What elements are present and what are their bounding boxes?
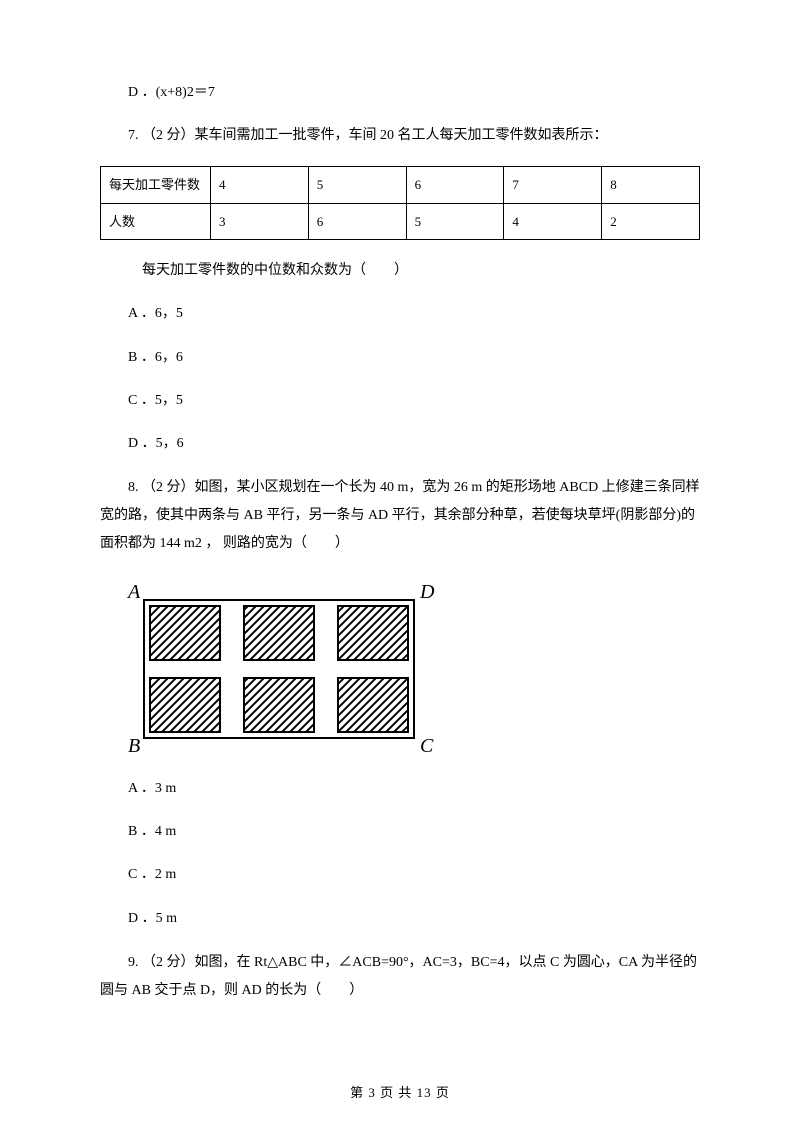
figure-label-d: D [419,581,435,603]
table-cell: 6 [406,167,504,203]
page-footer: 第 3 页 共 13 页 [0,1081,800,1104]
option-a: A ．3 m [100,776,700,801]
option-c: C ．5，5 [100,388,700,413]
option-c: C ．2 m [100,862,700,887]
option-b: B ．6，6 [100,345,700,370]
table-cell: 4 [504,203,602,239]
table-cell: 3 [211,203,309,239]
table-cell: 7 [504,167,602,203]
question-8: 8. （2 分）如图，某小区规划在一个长为 40 m，宽为 26 m 的矩形场地… [100,474,700,558]
table-row: 每天加工零件数 4 5 6 7 8 [101,167,700,203]
question-7: 7. （2 分）某车间需加工一批零件，车间 20 名工人每天加工零件数如表所示： [100,123,700,148]
question-7-tail: 每天加工零件数的中位数和众数为（ ） [100,258,700,283]
table-cell: 2 [602,203,700,239]
option-d: D ．5，6 [100,431,700,456]
option-b: B ．4 m [100,819,700,844]
table-cell: 5 [406,203,504,239]
question-9: 9. （2 分）如图，在 Rt△ABC 中，∠ACB=90°，AC=3，BC=4… [100,949,700,1005]
figure-rect-roads: A D B C [100,576,700,756]
figure-label-c: C [420,735,434,756]
table-cell: 5 [308,167,406,203]
table-header-cell: 人数 [101,203,211,239]
option-d: D ．5 m [100,906,700,931]
figure-label-a: A [126,581,141,603]
option-d-prev: D ．(x+8)2＝7 [100,80,700,105]
figure-label-b: B [128,735,140,756]
table-header-cell: 每天加工零件数 [101,167,211,203]
table-cell: 8 [602,167,700,203]
data-table: 每天加工零件数 4 5 6 7 8 人数 3 6 5 4 2 [100,166,700,240]
table-cell: 6 [308,203,406,239]
option-a: A ．6，5 [100,301,700,326]
table-cell: 4 [211,167,309,203]
table-row: 人数 3 6 5 4 2 [101,203,700,239]
